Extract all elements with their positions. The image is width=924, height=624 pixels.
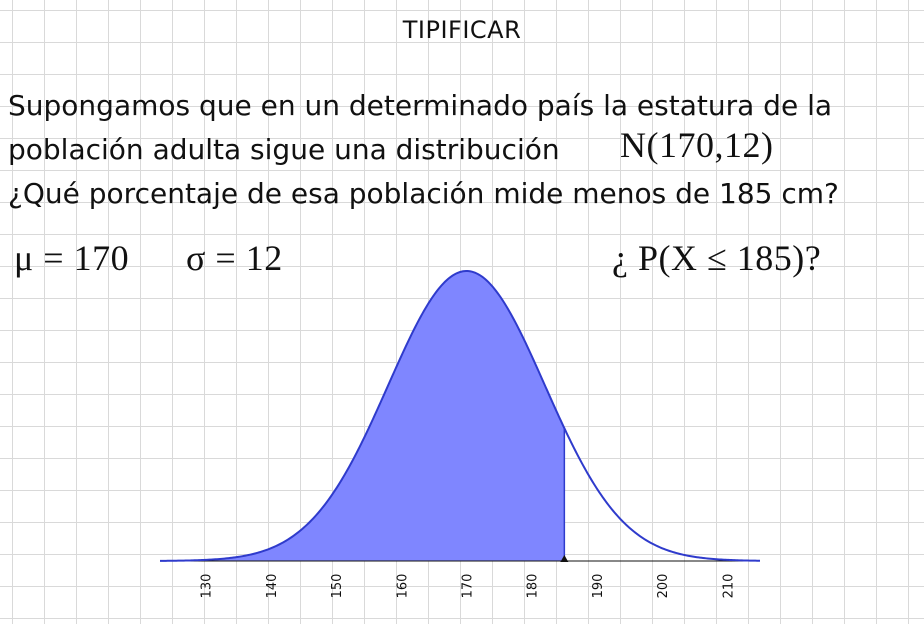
density-curve: [159, 270, 761, 562]
problem-line-2: población adulta sigue una distribución: [8, 133, 560, 166]
x-tick-label-210: 210: [721, 574, 736, 599]
x-tick-label-200: 200: [656, 574, 671, 599]
x-tick-label-190: 190: [591, 574, 606, 599]
x-tick-label-170: 170: [461, 574, 476, 599]
probability-question: ¿ P(X ≤ 185)?: [612, 238, 822, 278]
x-axis-ticks: 130 140 150 160 170 180 190 200 210: [200, 574, 737, 599]
problem-line-1: Supongamos que en un determinado país la…: [8, 89, 833, 122]
x-tick-label-150: 150: [330, 574, 345, 599]
mu-formula: μ = 170: [14, 238, 130, 278]
shaded-probability-area: [160, 271, 565, 561]
distribution-formula: N(170,12): [620, 125, 774, 165]
problem-line-3: ¿Qué porcentaje de esa población mide me…: [8, 177, 839, 210]
x-tick-label-180: 180: [526, 574, 541, 599]
problem-statement: Supongamos que en un determinado país la…: [8, 84, 920, 216]
sigma-formula: σ = 12: [186, 238, 283, 278]
x-tick-label-160: 160: [395, 574, 410, 599]
upper-bound-marker: [560, 555, 569, 562]
x-tick-label-130: 130: [200, 574, 215, 599]
page-title: TIPIFICAR: [402, 16, 522, 44]
x-tick-label-140: 140: [265, 574, 280, 599]
